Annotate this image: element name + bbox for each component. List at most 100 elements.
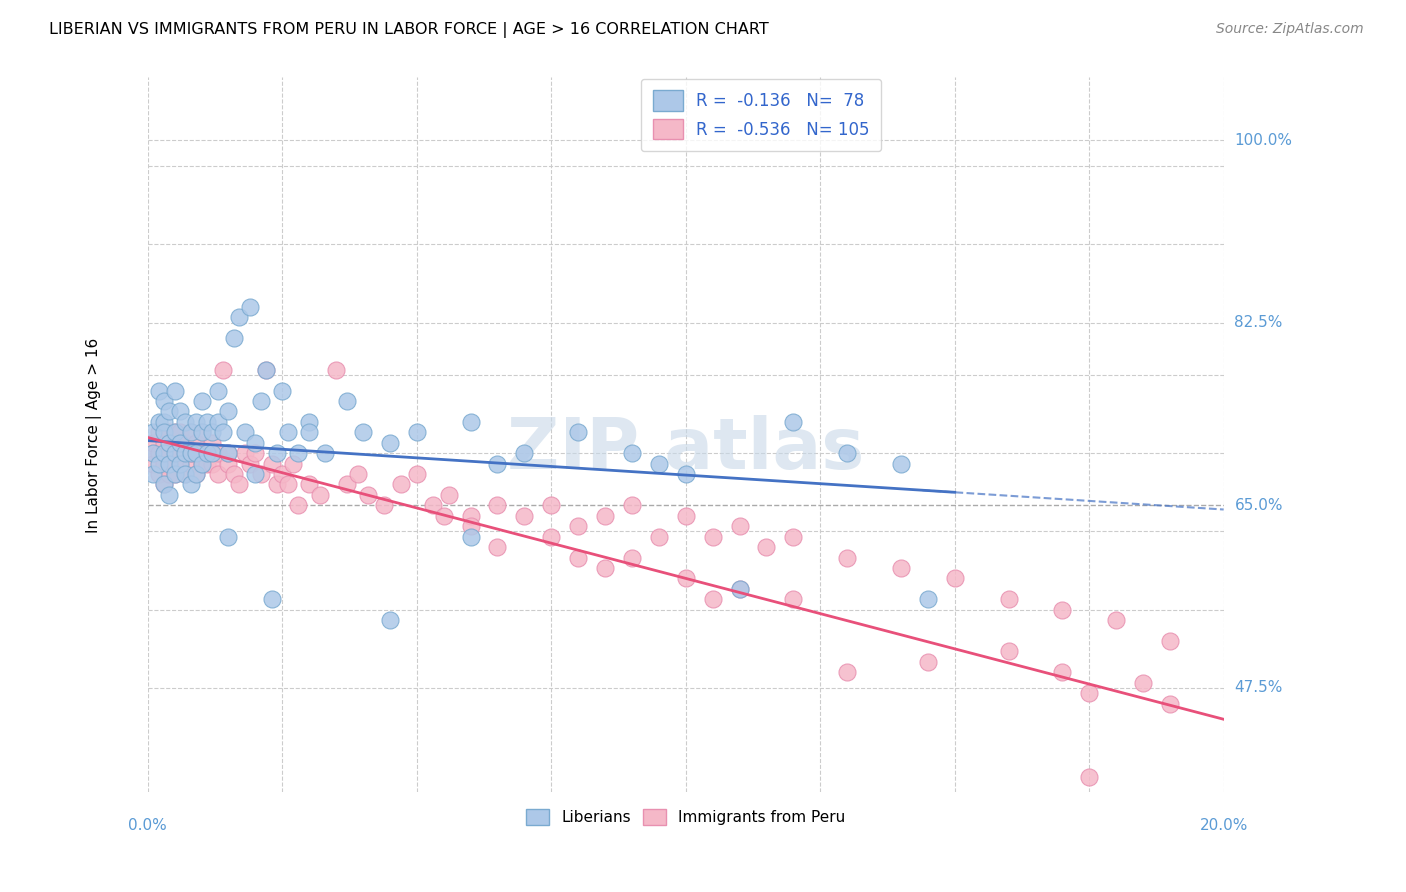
- Point: [1105, 613, 1128, 627]
- Point: [675, 571, 697, 585]
- Point: [260, 592, 283, 607]
- Point: [201, 446, 224, 460]
- Point: [917, 592, 939, 607]
- Point: [540, 499, 562, 513]
- Text: 82.5%: 82.5%: [1234, 315, 1282, 330]
- Point: [163, 457, 186, 471]
- Point: [1078, 686, 1101, 700]
- Point: [460, 508, 482, 523]
- Point: [180, 446, 202, 460]
- Point: [148, 457, 170, 471]
- Point: [593, 561, 616, 575]
- Point: [266, 446, 288, 460]
- Point: [163, 446, 186, 460]
- Point: [218, 446, 240, 460]
- Point: [190, 425, 212, 440]
- Point: [782, 530, 804, 544]
- Point: [357, 488, 380, 502]
- Point: [298, 425, 321, 440]
- Point: [207, 415, 229, 429]
- Point: [1132, 675, 1154, 690]
- Text: Source: ZipAtlas.com: Source: ZipAtlas.com: [1216, 22, 1364, 37]
- Point: [389, 477, 412, 491]
- Point: [460, 530, 482, 544]
- Point: [207, 384, 229, 398]
- Point: [675, 508, 697, 523]
- Point: [346, 467, 368, 481]
- Point: [325, 362, 347, 376]
- Point: [153, 415, 176, 429]
- Point: [1159, 634, 1181, 648]
- Point: [593, 508, 616, 523]
- Point: [890, 457, 912, 471]
- Point: [218, 457, 240, 471]
- Point: [218, 446, 240, 460]
- Point: [702, 530, 724, 544]
- Point: [201, 457, 224, 471]
- Point: [163, 467, 186, 481]
- Point: [169, 457, 191, 471]
- Point: [239, 457, 262, 471]
- Point: [163, 435, 186, 450]
- Point: [163, 467, 186, 481]
- Point: [281, 457, 304, 471]
- Point: [567, 550, 589, 565]
- Point: [157, 404, 180, 418]
- Point: [142, 446, 165, 460]
- Point: [567, 519, 589, 533]
- Point: [277, 477, 299, 491]
- Point: [201, 425, 224, 440]
- Point: [190, 457, 212, 471]
- Text: ZIP atlas: ZIP atlas: [508, 415, 865, 483]
- Point: [169, 446, 191, 460]
- Point: [174, 467, 197, 481]
- Point: [190, 425, 212, 440]
- Point: [460, 519, 482, 533]
- Point: [298, 477, 321, 491]
- Point: [157, 446, 180, 460]
- Point: [153, 446, 176, 460]
- Point: [157, 425, 180, 440]
- Point: [277, 425, 299, 440]
- Point: [148, 425, 170, 440]
- Point: [148, 467, 170, 481]
- Point: [169, 425, 191, 440]
- Point: [180, 425, 202, 440]
- Point: [782, 592, 804, 607]
- Point: [249, 467, 271, 481]
- Point: [254, 362, 277, 376]
- Point: [405, 467, 427, 481]
- Point: [378, 613, 401, 627]
- Point: [186, 415, 208, 429]
- Point: [222, 467, 245, 481]
- Point: [245, 467, 267, 481]
- Point: [1052, 603, 1074, 617]
- Text: 65.0%: 65.0%: [1234, 498, 1282, 513]
- Point: [287, 446, 309, 460]
- Point: [245, 435, 267, 450]
- Point: [943, 571, 966, 585]
- Point: [260, 457, 283, 471]
- Text: 47.5%: 47.5%: [1234, 681, 1282, 696]
- Point: [271, 384, 294, 398]
- Point: [212, 362, 235, 376]
- Point: [620, 446, 643, 460]
- Point: [163, 384, 186, 398]
- Point: [675, 467, 697, 481]
- Point: [174, 415, 197, 429]
- Point: [186, 435, 208, 450]
- Point: [157, 435, 180, 450]
- Point: [174, 446, 197, 460]
- Point: [837, 446, 859, 460]
- Point: [157, 467, 180, 481]
- Point: [728, 582, 751, 596]
- Point: [218, 404, 240, 418]
- Text: In Labor Force | Age > 16: In Labor Force | Age > 16: [86, 337, 103, 533]
- Point: [890, 561, 912, 575]
- Point: [239, 300, 262, 314]
- Point: [142, 467, 165, 481]
- Point: [186, 446, 208, 460]
- Point: [837, 550, 859, 565]
- Point: [174, 467, 197, 481]
- Point: [782, 415, 804, 429]
